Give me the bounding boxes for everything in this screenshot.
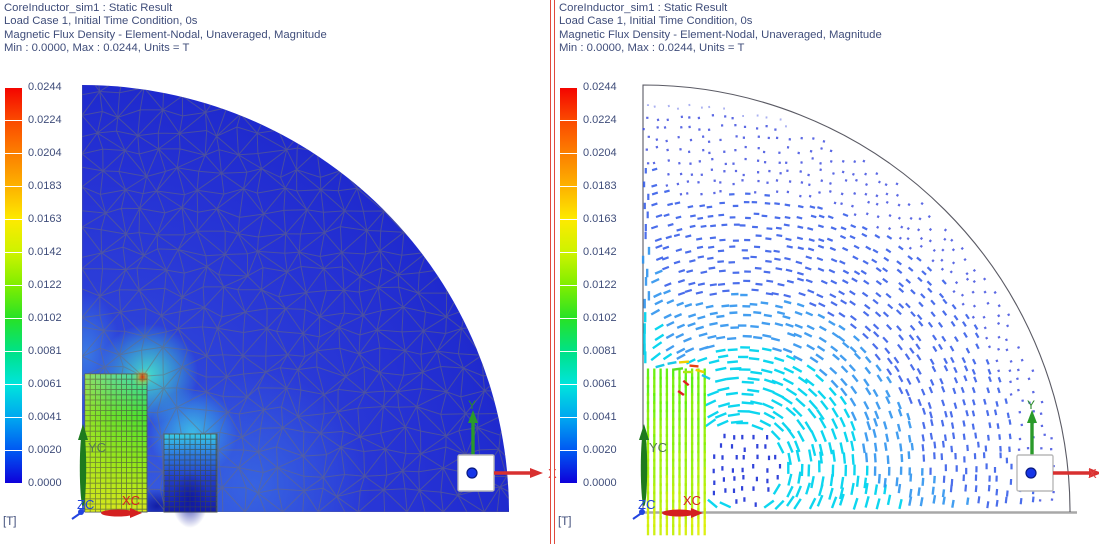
viewport-divider [550,0,555,544]
csys-origin-dot [466,467,478,479]
legend-value: 0.0163 [583,213,617,225]
legend-segment [5,154,22,187]
legend-value: 0.0081 [583,345,617,357]
result-range: Min : 0.0000, Max : 0.0244, Units = T [4,42,190,55]
legend-value: 0.0183 [28,180,62,192]
legend-value: 0.0000 [583,477,617,489]
legend-value: 0.0041 [583,411,617,423]
legend-value: 0.0142 [583,246,617,258]
legend-value: 0.0224 [28,114,62,126]
legend-value: 0.0142 [28,246,62,258]
legend-segment [5,319,22,352]
legend-value: 0.0061 [28,378,62,390]
legend-segment [5,88,22,121]
triad-yc-label: YC [88,440,106,455]
triad-yc-arrow [640,430,648,506]
csys-origin-dot [1025,467,1037,479]
result-title: CoreInductor_sim1 : Static Result [4,2,173,14]
legend-value: 0.0183 [583,180,617,192]
legend-segment [560,418,577,451]
legend-segment [560,154,577,187]
vector-viewport[interactable]: YC ZC XC Y X [632,84,1099,536]
legend-segment [560,286,577,319]
result-range: Min : 0.0000, Max : 0.0244, Units = T [559,42,745,55]
result-loadcase: Load Case 1, Initial Time Condition, 0s [4,15,198,28]
legend-segment [560,319,577,352]
csys-x-label: X [1088,466,1097,481]
triad-yc-arrow [79,430,87,506]
legend-segment [560,187,577,220]
legend-segment [5,451,22,484]
legend-value: 0.0020 [28,444,62,456]
csys-y-label: Y [1027,398,1035,412]
legend-value: 0.0020 [583,444,617,456]
legend-value: 0.0204 [583,147,617,159]
legend-segment [5,352,22,385]
legend-segment [5,286,22,319]
csys-y-label: Y [468,398,476,412]
legend-value: 0.0122 [28,279,62,291]
legend-segment [560,352,577,385]
legend-value: 0.0102 [583,312,617,324]
legend-value: 0.0224 [583,114,617,126]
legend-unit-left: [T] [3,516,17,528]
result-quantity: Magnetic Flux Density - Element-Nodal, U… [4,28,327,41]
legend-segment [560,121,577,154]
legend-segment [560,385,577,418]
legend-segment [5,253,22,286]
triad-xc-arrow [101,509,135,517]
result-header-right: CoreInductor_sim1 : Static Result Load C… [559,2,882,56]
legend-value: 0.0204 [28,147,62,159]
triad-zc-label: ZC [77,497,94,512]
result-loadcase: Load Case 1, Initial Time Condition, 0s [559,15,753,28]
triad-xc-label: XC [683,493,701,508]
legend-segment [5,220,22,253]
legend-segment [560,220,577,253]
legend-segment [560,253,577,286]
legend-value: 0.0244 [28,81,62,93]
legend-value: 0.0000 [28,477,62,489]
legend-segment [560,88,577,121]
legend-value: 0.0122 [583,279,617,291]
triad-xc-label: XC [122,493,140,508]
triad-yc-label: YC [649,440,667,455]
legend-segment [560,451,577,484]
legend-unit-right: [T] [558,516,572,528]
legend-value: 0.0163 [28,213,62,225]
result-header-left: CoreInductor_sim1 : Static Result Load C… [4,2,327,56]
legend-value: 0.0061 [583,378,617,390]
legend-segment [5,418,22,451]
legend-value: 0.0081 [28,345,62,357]
legend-segment [5,187,22,220]
legend-value: 0.0041 [28,411,62,423]
legend-value: 0.0244 [583,81,617,93]
triad-xc-arrow [662,509,696,517]
result-quantity: Magnetic Flux Density - Element-Nodal, U… [559,28,882,41]
result-title: CoreInductor_sim1 : Static Result [559,2,728,14]
legend-value: 0.0102 [28,312,62,324]
legend-segment [5,385,22,418]
triad-zc-label: ZC [638,497,655,512]
legend-segment [5,121,22,154]
